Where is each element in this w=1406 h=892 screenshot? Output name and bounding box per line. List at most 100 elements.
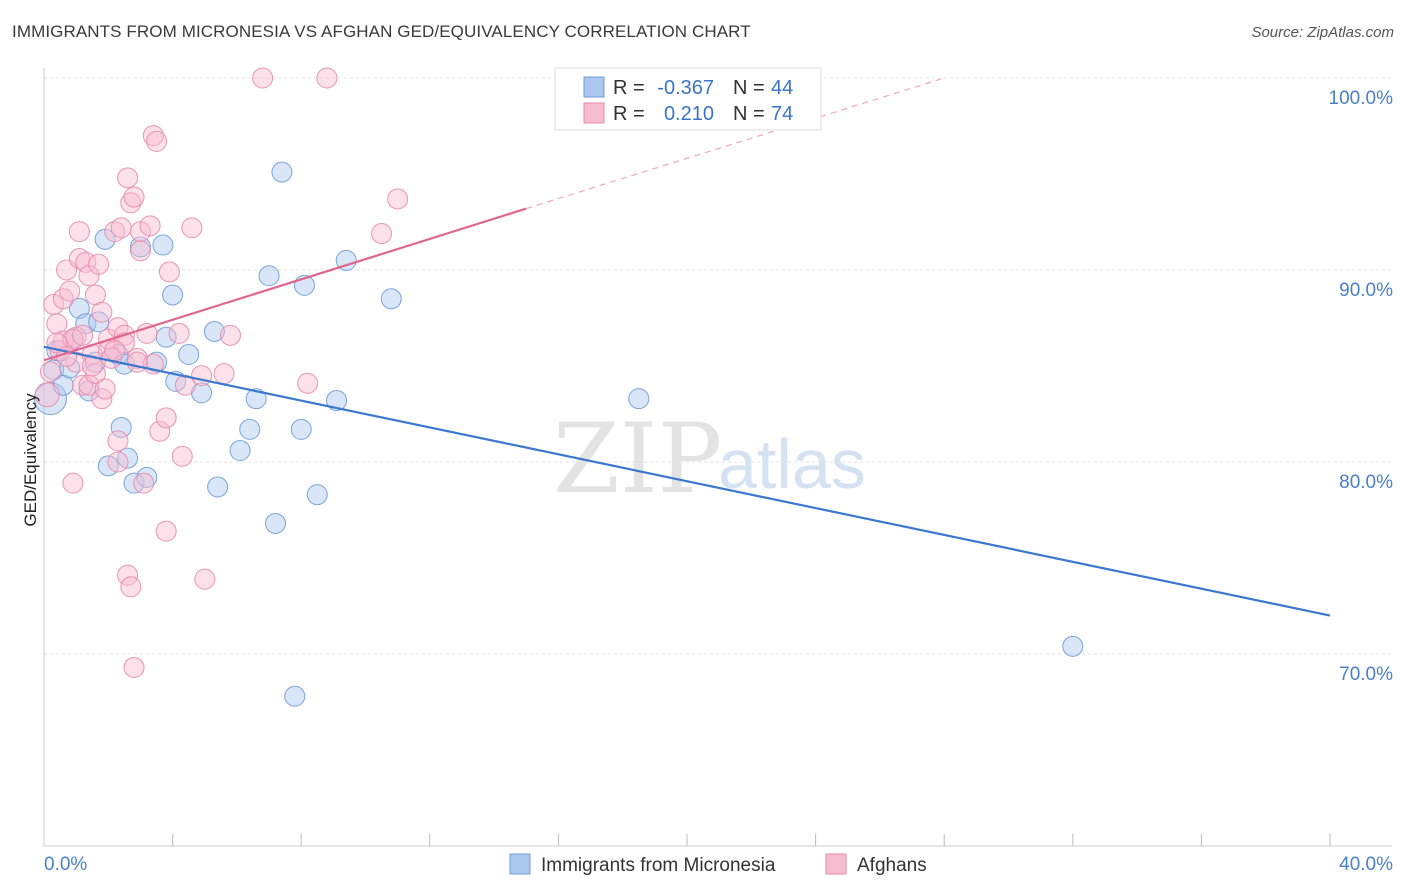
micronesia-point (229, 439, 251, 461)
y-tick-label: 100.0% (1329, 88, 1394, 109)
chart-title: IMMIGRANTS FROM MICRONESIA VS AFGHAN GED… (12, 22, 751, 41)
afghan-point (155, 520, 177, 542)
legend-swatch-micronesia (583, 76, 605, 98)
bottom-legend-label-micronesia[interactable]: Immigrants from Micronesia (541, 855, 776, 876)
afghan-point (107, 430, 129, 452)
bottom-legend-swatch-afghans[interactable] (825, 853, 847, 875)
afghan-point (191, 365, 213, 387)
micronesia-point (1062, 635, 1084, 657)
micronesia-point (271, 161, 293, 183)
top-legend: R = -0.367 N = 44 R = 0.210 N = 74 (554, 67, 822, 131)
micronesia-point (245, 388, 267, 410)
afghan-point (68, 221, 90, 243)
afghan-point (120, 576, 142, 598)
afghan-point (181, 217, 203, 239)
afghan-point (126, 351, 148, 373)
legend-swatch-afghans (583, 102, 605, 124)
afghan-point (39, 361, 61, 383)
legend-r-value-micronesia: -0.367 (657, 77, 714, 99)
micronesia-point (162, 284, 184, 306)
watermark-atlas: atlas (718, 425, 866, 503)
micronesia-point (207, 476, 229, 498)
axes: 70.0% 80.0% 90.0% 100.0% 0.0% 40.0% (43, 68, 1394, 875)
micronesia-point (110, 416, 132, 438)
y-tick-label: 90.0% (1339, 280, 1393, 301)
afghan-point (387, 188, 409, 210)
legend-n-value-micronesia: 44 (771, 77, 793, 99)
micronesia-point (290, 418, 312, 440)
micronesia-point (152, 234, 174, 256)
legend-r-label-micronesia: R = (613, 77, 645, 99)
micronesia-point (284, 685, 306, 707)
micronesia-point (326, 390, 348, 412)
points-layer (33, 67, 1084, 707)
micronesia-point (306, 484, 328, 506)
legend-r-value-afghans: 0.210 (664, 103, 714, 125)
afghan-point (146, 130, 168, 152)
chart-source: Source: ZipAtlas.com (1251, 24, 1394, 41)
micronesia-point (335, 249, 357, 271)
bottom-legend: Immigrants from Micronesia Afghans (509, 853, 927, 876)
afghan-trend-line (43, 207, 527, 362)
afghan-point (171, 445, 193, 467)
micronesia-point (258, 265, 280, 287)
watermark: ZIP atlas (553, 403, 866, 515)
afghan-point (129, 221, 151, 243)
afghan-point (123, 186, 145, 208)
legend-n-value-afghans: 74 (771, 103, 793, 125)
afghan-point (158, 261, 180, 283)
afghan-point (142, 125, 164, 147)
y-axis-label: GED/Equivalency (21, 393, 40, 527)
afghan-point (110, 217, 132, 239)
micronesia-point (628, 388, 650, 410)
afghan-point (107, 451, 129, 473)
afghan-point (213, 363, 235, 385)
micronesia-point (264, 512, 286, 534)
afghan-point (129, 240, 151, 262)
afghan-point (133, 472, 155, 494)
afghan-point (88, 253, 110, 275)
afghan-point (219, 324, 241, 346)
afghan-point (34, 382, 60, 408)
micronesia-point (380, 288, 402, 310)
afghan-point (94, 378, 116, 400)
y-tick-label: 70.0% (1339, 664, 1393, 685)
afghan-point (91, 301, 113, 323)
afghan-point (139, 215, 161, 237)
trend-lines (43, 77, 1331, 617)
afghan-point (194, 568, 216, 590)
afghan-point (297, 372, 319, 394)
micronesia-trend-line (43, 345, 1331, 617)
afghan-point (371, 223, 393, 245)
afghan-point (316, 67, 338, 89)
legend-r-label-afghans: R = (613, 103, 645, 125)
x-tick-label: 40.0% (1339, 854, 1393, 875)
afghan-point (104, 221, 126, 243)
afghan-point (72, 324, 94, 346)
afghan-point (155, 407, 177, 429)
afghan-trend-extension (526, 77, 945, 210)
afghan-point (120, 192, 142, 214)
afghan-point (168, 322, 190, 344)
afghan-point (149, 420, 171, 442)
legend-n-label-afghans: N = (733, 103, 765, 125)
afghan-point (117, 167, 139, 189)
afghan-point (104, 340, 126, 362)
afghan-point (62, 472, 84, 494)
y-tick-label: 80.0% (1339, 472, 1393, 493)
x-tick-label: 0.0% (44, 854, 87, 875)
micronesia-point (239, 418, 261, 440)
grid (44, 77, 1392, 655)
afghan-point (123, 656, 145, 678)
bottom-legend-swatch-micronesia[interactable] (509, 853, 531, 875)
afghan-point (59, 280, 81, 302)
afghan-point (68, 247, 90, 269)
bottom-legend-label-afghans[interactable]: Afghans (857, 855, 927, 876)
micronesia-point (136, 466, 158, 488)
afghan-point (252, 67, 274, 89)
afghan-point (174, 374, 196, 396)
micronesia-point (203, 320, 225, 342)
micronesia-point (178, 343, 200, 365)
legend-n-label-micronesia: N = (733, 77, 765, 99)
